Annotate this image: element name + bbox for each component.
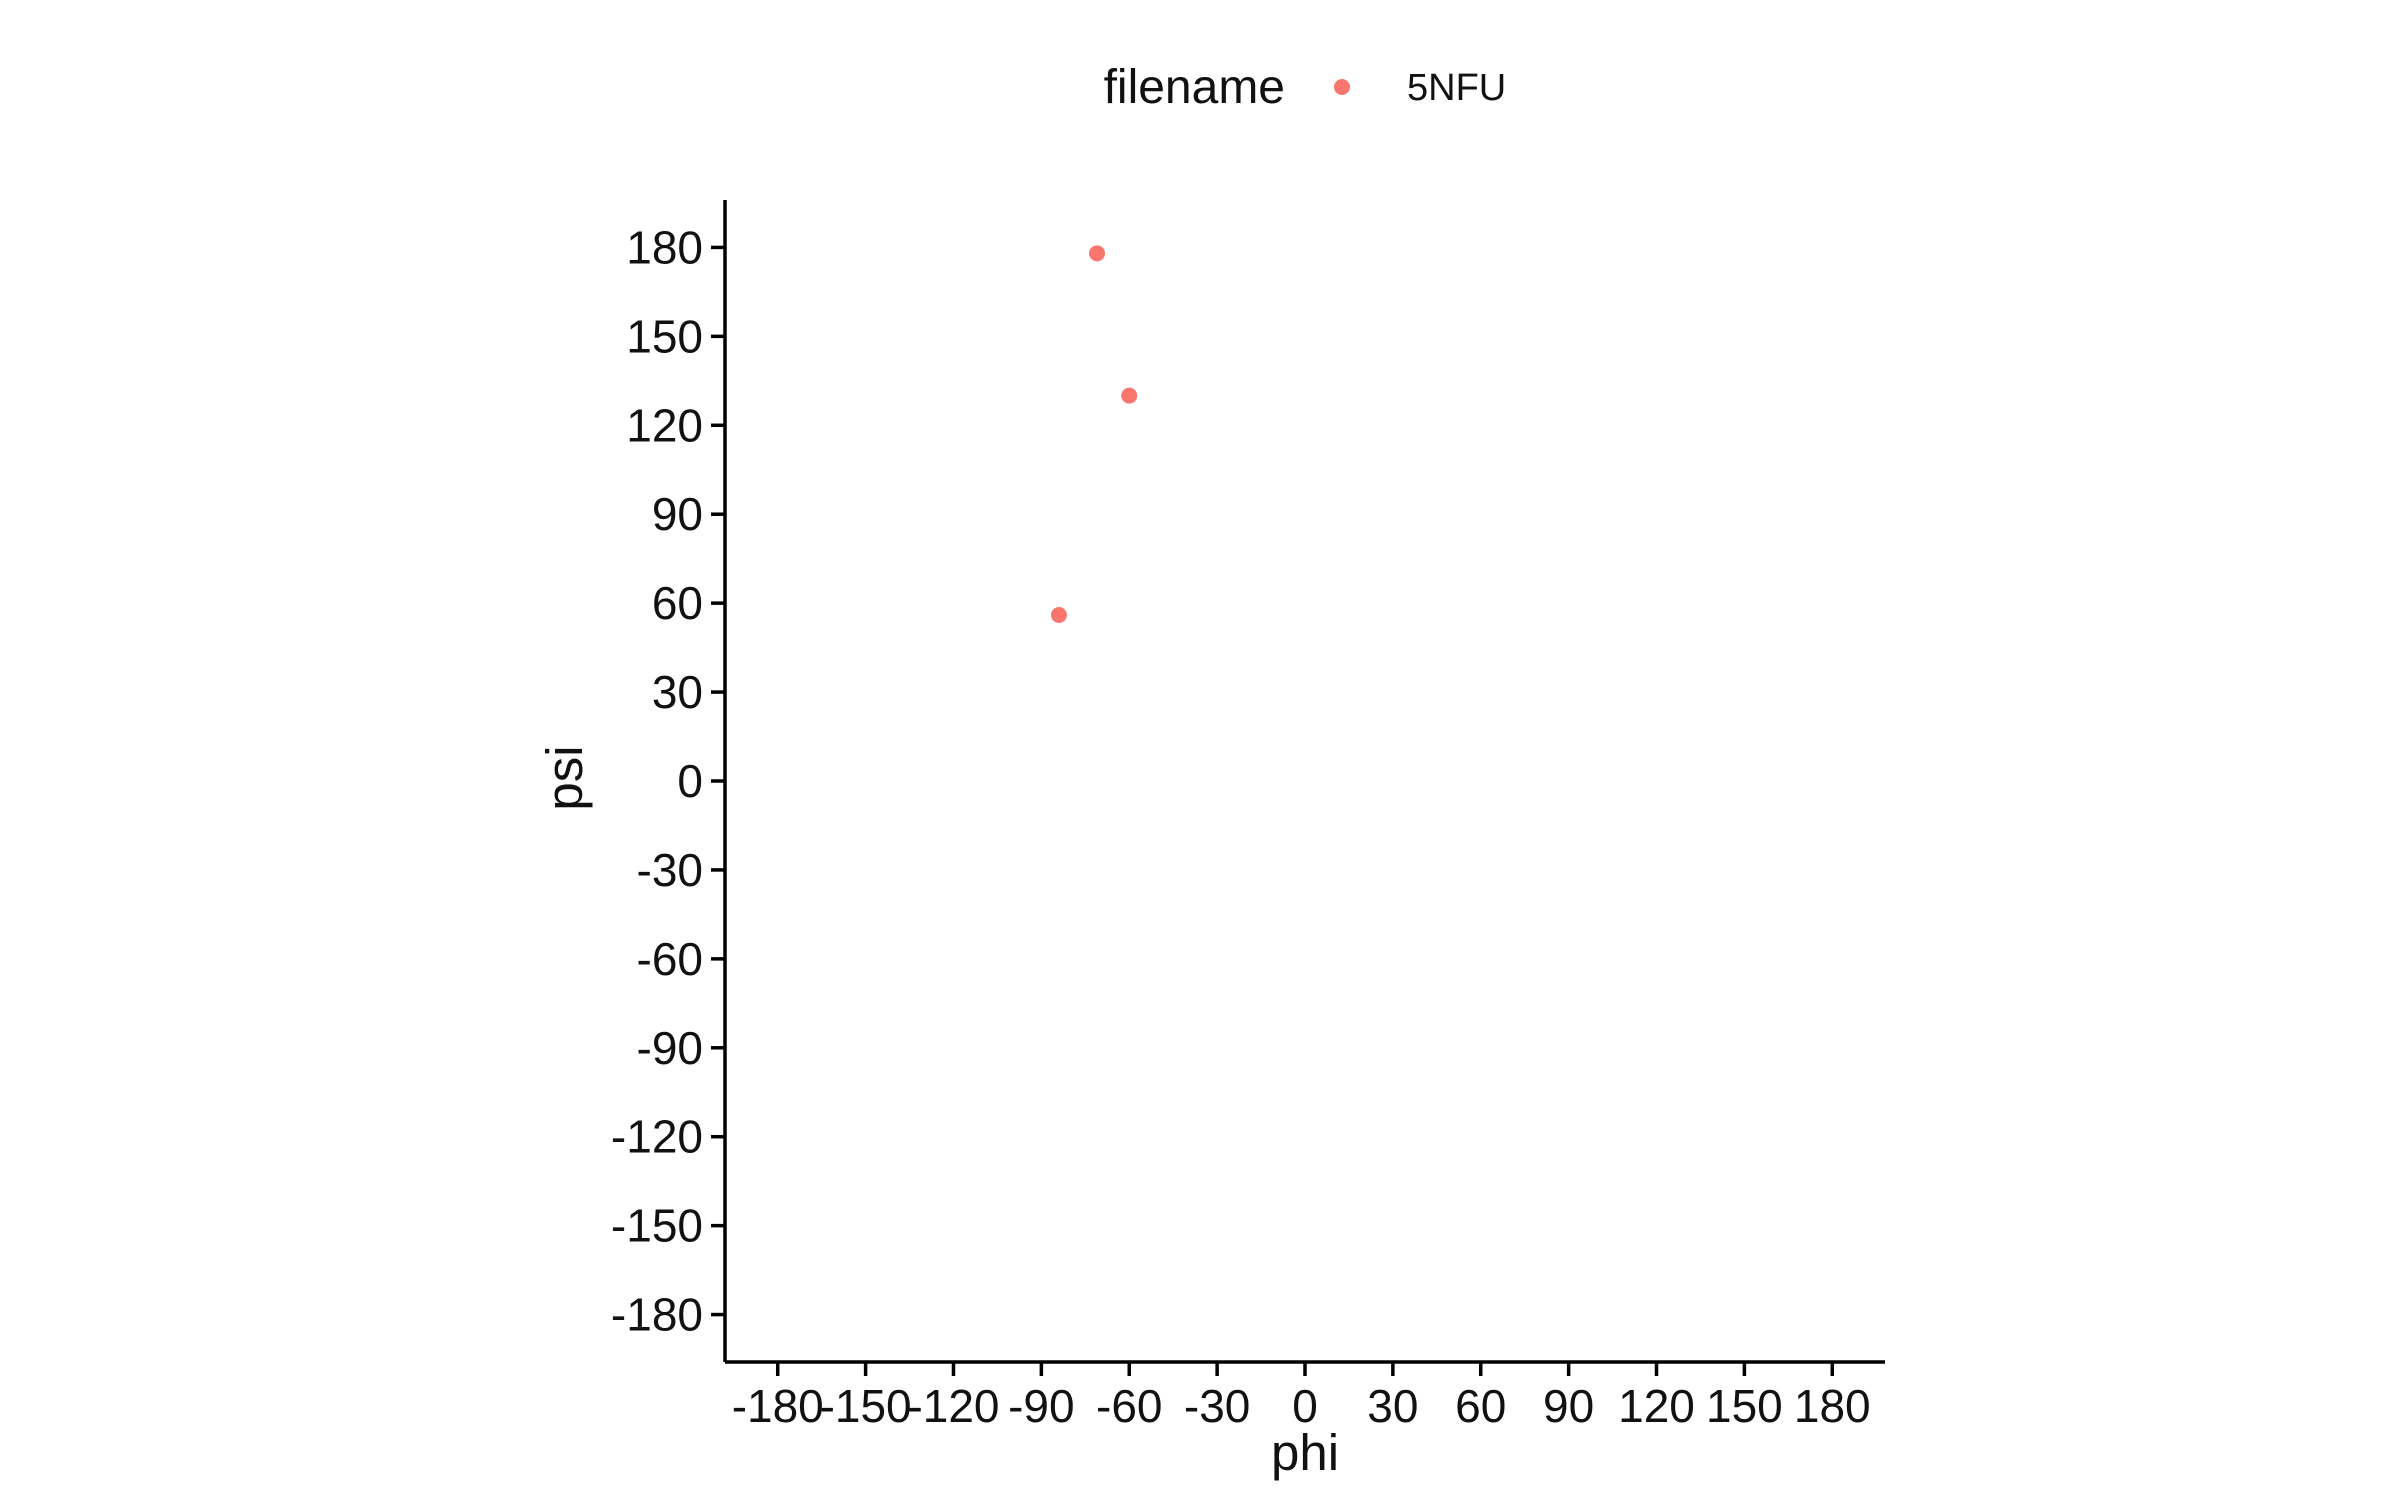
x-tick-label: -150 <box>820 1380 912 1432</box>
x-tick-label: -180 <box>732 1380 824 1432</box>
y-tick-label: 60 <box>652 577 703 629</box>
x-tick-label: 0 <box>1292 1380 1318 1432</box>
x-tick-label: 30 <box>1367 1380 1418 1432</box>
y-tick-label: 150 <box>626 310 703 362</box>
x-tick-label: -120 <box>907 1380 999 1432</box>
x-tick-label: -30 <box>1184 1380 1250 1432</box>
y-tick-label: -30 <box>637 844 703 896</box>
legend-label-5nfu: 5NFU <box>1407 67 1506 109</box>
x-tick-label: 60 <box>1455 1380 1506 1432</box>
legend: filename 5NFU <box>1104 61 1507 114</box>
y-tick-label: 0 <box>677 755 703 807</box>
x-tick-label: 90 <box>1543 1380 1594 1432</box>
x-tick-label: -60 <box>1096 1380 1162 1432</box>
data-point <box>1121 387 1138 404</box>
y-tick-label: -120 <box>611 1111 703 1163</box>
data-point <box>1050 607 1067 623</box>
x-tick-label: 150 <box>1706 1380 1783 1432</box>
y-tick-label: -180 <box>611 1289 703 1341</box>
y-tick-label: -150 <box>611 1200 703 1252</box>
x-tick-label: -90 <box>1008 1380 1074 1432</box>
data-points <box>1050 245 1138 623</box>
legend-key-5nfu <box>1334 79 1350 95</box>
y-tick-label: -90 <box>637 1022 703 1074</box>
y-tick-label: 30 <box>652 666 703 718</box>
legend-title: filename <box>1104 61 1285 114</box>
y-axis-title: psi <box>536 745 593 810</box>
y-tick-label: 90 <box>652 488 703 540</box>
y-axis: -180 -150 -120 -90 -60 -30 0 30 60 90 120 150 180 <box>611 200 727 1362</box>
y-tick-label: -60 <box>637 933 703 985</box>
data-point <box>1089 245 1106 262</box>
x-axis: -180-150-120 -90 -60 -30 0 30 60 90 120 150 180 <box>725 1360 1885 1432</box>
y-tick-label: 180 <box>626 221 703 273</box>
x-tick-label: 180 <box>1794 1380 1871 1432</box>
x-tick-label: 120 <box>1618 1380 1695 1432</box>
y-tick-label: 120 <box>626 399 703 451</box>
x-axis-title: phi <box>1271 1424 1339 1481</box>
